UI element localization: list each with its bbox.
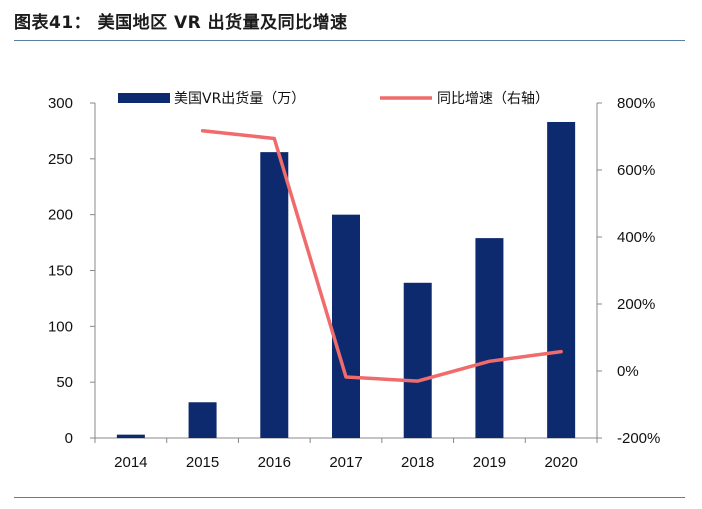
bar-2015 (188, 402, 217, 438)
y-left-tick-label: 100 (48, 318, 73, 335)
x-tick-label: 2018 (401, 454, 434, 471)
y-left-tick-label: 50 (56, 374, 73, 391)
bar-2018 (403, 282, 432, 438)
x-tick-label: 2016 (258, 454, 291, 471)
growth-point-2017 (344, 375, 348, 379)
y-right-tick-label: 600% (617, 162, 655, 179)
y-right-tick-label: 200% (617, 296, 655, 313)
y-left-tick-label: 0 (65, 430, 73, 447)
growth-point-2015 (201, 129, 205, 133)
bar-2016 (260, 152, 289, 438)
y-right-tick-label: -200% (617, 430, 660, 447)
bar-series (116, 121, 576, 438)
title-divider (14, 40, 685, 41)
growth-point-2016 (272, 137, 276, 141)
x-tick-label: 2015 (186, 454, 219, 471)
y-right-tick-label: 800% (617, 95, 655, 112)
growth-point-2018 (416, 379, 420, 383)
footer-divider (14, 497, 685, 498)
bar-2019 (475, 238, 504, 438)
x-tick-label: 2020 (544, 454, 577, 471)
y-left-tick-label: 300 (48, 95, 73, 112)
x-tick-label: 2017 (329, 454, 362, 471)
y-left-tick-label: 200 (48, 207, 73, 224)
bar-2020 (547, 121, 576, 438)
bar-2014 (116, 434, 145, 438)
bar-2017 (332, 214, 360, 438)
growth-rate-line (200, 129, 563, 383)
x-tick-label: 2019 (473, 454, 506, 471)
y-left-tick-label: 150 (48, 263, 73, 280)
x-tick-label: 2014 (114, 454, 147, 471)
legend-swatch-bar (118, 93, 170, 103)
tick-labels: 0 50 100 150 200 250 300 -200% 0% 200% 400% 600% 800… (48, 95, 660, 471)
legend-label-line: 同比增速（右轴） (437, 91, 549, 107)
figure-title: 图表41： 美国地区 VR 出货量及同比增速 (14, 13, 348, 33)
growth-point-2019 (487, 359, 491, 363)
y-right-tick-label: 0% (617, 363, 639, 380)
growth-point-2020 (559, 350, 563, 354)
chart-legend: 美国VR出货量（万） 同比增速（右轴） (118, 90, 549, 107)
y-left-tick-label: 250 (48, 151, 73, 168)
line-series (200, 129, 563, 383)
y-right-tick-label: 400% (617, 229, 655, 246)
legend-label-bar: 美国VR出货量（万） (174, 90, 305, 107)
